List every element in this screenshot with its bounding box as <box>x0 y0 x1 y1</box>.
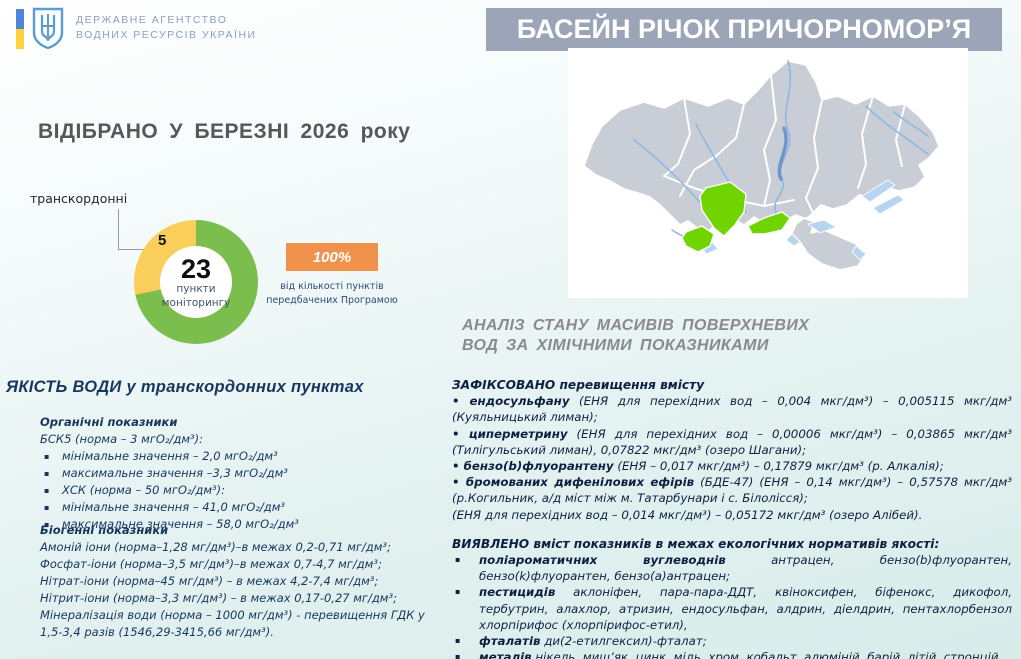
organic-list: мінімальне значення – 2,0 мгО₂/дм³ макси… <box>40 448 442 533</box>
biogenic-line: Нітрат-іони (норма–45 мг/дм³) – в межах … <box>40 574 379 588</box>
basin-title: БАСЕЙН РІЧОК ПРИЧОРНОМОР’Я <box>516 14 972 44</box>
analysis-body: ЗАФІКСОВАНО перевищення вмісту ендосульф… <box>452 377 1012 659</box>
biogenic-line: Мінералізація води (норма – 1000 мг/дм³)… <box>40 608 425 639</box>
organic-indicators-block: Органічні показники БСК5 (норма – 3 мгО₂… <box>40 414 442 533</box>
agency-name-line1: ДЕРЖАВНЕ АГЕНТСТВО <box>76 14 228 26</box>
fixed-item-extra: (ЕНЯ для перехідних вод – 0,014 мкг/дм³)… <box>452 507 923 522</box>
map-panel <box>568 48 968 298</box>
monitoring-points-donut-chart: 5 23 пункти моніторингу <box>134 220 258 344</box>
organic-intro: БСК5 (норма – 3 мгО₂/дм³): <box>40 432 204 446</box>
percent-badge: 100% <box>286 243 378 271</box>
percent-badge-caption: від кількості пунктів передбачених Прогр… <box>266 281 398 306</box>
ukraine-basins-map <box>583 60 940 271</box>
map-land <box>583 60 940 244</box>
agency-logo: ДЕРЖАВНЕ АГЕНТСТВО ВОДНИХ РЕСУРСІВ УКРАЇ… <box>16 6 257 50</box>
basin-title-banner: БАСЕЙН РІЧОК ПРИЧОРНОМОР’Я <box>486 8 1002 51</box>
total-points-value: 23 <box>180 254 212 284</box>
list-item: металів нікель, миш’як, цинк, мідь, хром… <box>452 649 1012 659</box>
callout-leader-line <box>118 209 153 250</box>
transboundary-callout-label: транскордонні <box>30 191 128 206</box>
list-item: пестицидів аклоніфен, пара-пара-ДДТ, кві… <box>452 584 1012 633</box>
found-heading: ВИЯВЛЕНО вміст показників в межах еколог… <box>452 536 940 551</box>
agency-name: ДЕРЖАВНЕ АГЕНТСТВО ВОДНИХ РЕСУРСІВ УКРАЇ… <box>76 13 257 43</box>
total-caption-line2: моніторингу <box>161 296 231 309</box>
fixed-item: бромованих дифенілових ефірів (БДЕ-47) (… <box>452 474 1012 506</box>
biogenic-line: Амоній іони (норма–1,28 мг/дм³)–в межах … <box>40 540 391 554</box>
fixed-heading: ЗАФІКСОВАНО перевищення вмісту <box>452 378 705 392</box>
list-item: максимальне значення –3,3 мгО₂/дм³ <box>40 465 442 482</box>
agency-name-line2: ВОДНИХ РЕСУРСІВ УКРАЇНИ <box>76 29 257 42</box>
trident-shield-icon <box>32 7 64 50</box>
list-item: максимальне значення – 58,0 мгО₂/дм³ <box>40 516 442 533</box>
biogenic-indicators-block: Біогенні показники Амоній іони (норма–1,… <box>40 522 432 641</box>
list-item: поліароматичних вуглеводнів антрацен, бе… <box>452 552 1012 584</box>
transboundary-slice-value: 5 <box>158 232 167 249</box>
fixed-item: циперметрину (ЕНЯ для перехідних вод – 0… <box>452 426 1012 458</box>
analysis-title: АНАЛІЗ СТАНУ МАСИВІВ ПОВЕРХНЕВИХ ВОД ЗА … <box>462 317 810 354</box>
organic-heading: Органічні показники <box>40 415 178 429</box>
found-list: поліароматичних вуглеводнів антрацен, бе… <box>452 552 1012 659</box>
list-item: фталатів ди(2-етилгексил)-фталат; <box>452 633 1012 649</box>
percent-badge-value: 100% <box>312 248 352 266</box>
biogenic-heading: Біогенні показники <box>40 523 169 537</box>
donut-center: 23 пункти моніторингу <box>160 246 232 318</box>
total-caption-line1: пункти <box>176 283 216 296</box>
list-item: ХСК (норма – 50 мгО₂/дм³): <box>40 482 442 499</box>
list-item: мінімальне значення – 41,0 мгО₂/дм³ <box>40 499 442 516</box>
biogenic-line: Фосфат-іони (норма–3,5 мг/дм³)–в межах 0… <box>40 557 382 571</box>
fixed-item: ендосульфану (ЕНЯ для перехідних вод – 0… <box>452 393 1012 425</box>
list-item: мінімальне значення – 2,0 мгО₂/дм³ <box>40 448 442 465</box>
water-quality-title: ЯКІСТЬ ВОДИ у транскордонних пунктах <box>6 378 364 396</box>
fixed-item: бензо(b)флуорантену (ЕНЯ – 0,017 мкг/дм³… <box>452 458 1012 474</box>
sampled-title: ВІДІБРАНО У БЕРЕЗНІ 2026 року <box>38 120 411 143</box>
ukraine-flag-bar-icon <box>16 9 24 49</box>
biogenic-line: Нітрит-іони (норма–3,3 мг/дм³) – в межах… <box>40 591 397 605</box>
highlighted-basins <box>681 181 791 253</box>
